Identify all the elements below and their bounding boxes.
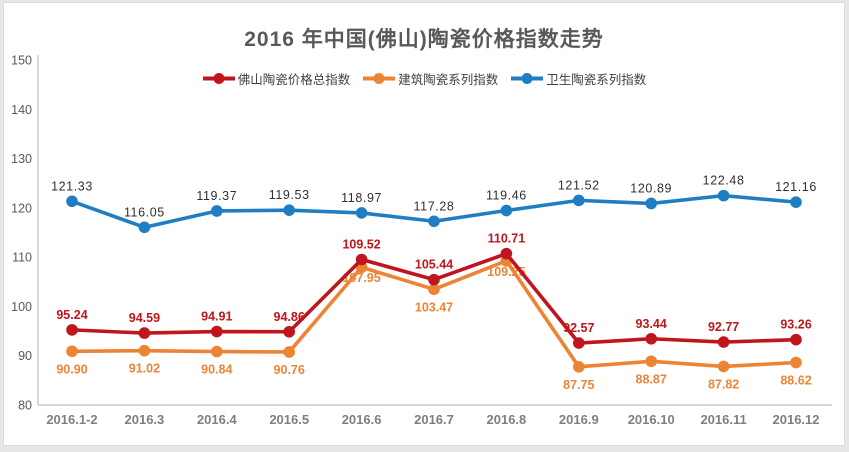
x-axis-tick-label: 2016.8 bbox=[487, 412, 527, 427]
data-point bbox=[573, 337, 585, 349]
data-label: 121.33 bbox=[51, 179, 93, 193]
data-point bbox=[211, 325, 223, 338]
chart-title: 2016 年中国(佛山)陶瓷价格指数走势 bbox=[244, 28, 604, 51]
x-axis-tick-label: 2016.7 bbox=[414, 412, 454, 427]
x-axis-tick-label: 2016.12 bbox=[773, 412, 820, 427]
y-axis-tick-label: 150 bbox=[11, 54, 32, 68]
y-axis-tick-label: 110 bbox=[12, 251, 32, 265]
data-label: 95.24 bbox=[56, 308, 87, 322]
data-label: 94.86 bbox=[274, 310, 305, 324]
line-chart: 80 90 100 110 120 130 140 150 2016.1-2 2016.3 2016… bbox=[11, 54, 832, 427]
data-label: 107.95 bbox=[342, 271, 380, 285]
data-point bbox=[645, 332, 657, 345]
legend-line-marker-icon bbox=[363, 73, 396, 84]
x-axis-tick-label: 2016.9 bbox=[559, 412, 599, 427]
y-axis-tick-label: 80 bbox=[18, 399, 32, 413]
data-point bbox=[790, 356, 802, 369]
y-axis-tick-label: 130 bbox=[11, 152, 32, 166]
data-point bbox=[66, 195, 78, 208]
data-label: 93.44 bbox=[636, 317, 667, 331]
data-point bbox=[573, 194, 585, 207]
data-point bbox=[645, 355, 657, 368]
data-point bbox=[500, 204, 513, 217]
data-label: 94.59 bbox=[129, 311, 160, 325]
data-label: 117.28 bbox=[414, 199, 455, 213]
data-label: 90.76 bbox=[274, 363, 305, 377]
legend-label: 建筑陶瓷系列指数 bbox=[398, 73, 499, 87]
y-axis-tick-label: 90 bbox=[18, 349, 32, 363]
data-label: 116.05 bbox=[124, 205, 165, 219]
x-axis-tick-label: 2016.5 bbox=[269, 412, 309, 427]
data-point bbox=[355, 207, 368, 219]
data-point bbox=[138, 344, 151, 357]
data-point bbox=[790, 196, 802, 208]
x-axis-tick-label: 2016.11 bbox=[700, 412, 746, 427]
data-label: 119.37 bbox=[196, 189, 237, 203]
data-label: 103.47 bbox=[415, 300, 453, 314]
data-label: 110.71 bbox=[488, 232, 526, 246]
data-point bbox=[138, 221, 151, 234]
data-label: 119.53 bbox=[269, 188, 310, 202]
data-label: 87.75 bbox=[563, 378, 594, 392]
legend-label: 佛山陶瓷价格总指数 bbox=[237, 73, 351, 87]
y-axis-tick-label: 140 bbox=[11, 103, 32, 117]
data-label: 87.82 bbox=[708, 377, 739, 391]
data-label: 92.77 bbox=[708, 320, 739, 334]
data-label: 121.52 bbox=[558, 178, 600, 192]
data-label: 121.16 bbox=[775, 180, 817, 194]
data-point bbox=[283, 346, 296, 358]
data-label: 91.02 bbox=[129, 362, 160, 376]
data-label: 109.52 bbox=[342, 238, 380, 252]
data-point bbox=[717, 189, 730, 202]
data-label: 122.48 bbox=[703, 174, 745, 188]
legend-label: 卫生陶瓷系列指数 bbox=[546, 73, 647, 87]
data-point bbox=[211, 345, 223, 358]
data-point bbox=[790, 333, 802, 346]
data-point bbox=[645, 197, 657, 210]
data-point bbox=[428, 283, 440, 296]
data-label: 90.84 bbox=[201, 363, 232, 377]
chart-legend: 佛山陶瓷价格总指数 建筑陶瓷系列指数 卫生陶瓷系列指数 bbox=[4, 69, 844, 88]
data-label: 120.89 bbox=[630, 181, 672, 195]
legend-item-2: 卫生陶瓷系列指数 bbox=[510, 69, 646, 88]
data-point bbox=[283, 325, 296, 338]
y-axis-tick-label: 100 bbox=[11, 300, 32, 314]
x-axis-tick-label: 2016.1-2 bbox=[46, 412, 97, 427]
data-point bbox=[573, 361, 585, 373]
data-label: 119.46 bbox=[486, 189, 527, 203]
x-axis-tick-label: 2016.6 bbox=[342, 412, 382, 427]
data-point bbox=[717, 360, 730, 373]
data-label: 93.26 bbox=[780, 318, 811, 332]
data-point bbox=[428, 273, 440, 286]
data-point bbox=[428, 215, 440, 228]
legend-line-marker-icon bbox=[511, 73, 544, 84]
data-point bbox=[283, 204, 296, 216]
data-label: 118.97 bbox=[341, 191, 382, 205]
data-label: 88.62 bbox=[780, 374, 811, 388]
chart-panel: 2016 年中国(佛山)陶瓷价格指数走势 佛山陶瓷价格总指数 建筑陶瓷系列指数 卫生… bbox=[3, 2, 845, 446]
x-axis-tick-label: 2016.4 bbox=[197, 412, 238, 427]
y-axis-tick-label: 120 bbox=[11, 201, 32, 215]
data-point bbox=[66, 345, 78, 358]
data-point bbox=[500, 247, 513, 260]
legend-item-0: 佛山陶瓷价格总指数 bbox=[202, 69, 351, 88]
data-label: 92.57 bbox=[563, 321, 594, 335]
data-point bbox=[138, 327, 151, 339]
data-label: 90.90 bbox=[56, 362, 87, 376]
data-point bbox=[211, 205, 223, 217]
data-label: 94.91 bbox=[201, 310, 232, 324]
data-point bbox=[717, 336, 730, 348]
x-axis-tick-label: 2016.3 bbox=[125, 412, 165, 427]
x-axis-tick-label: 2016.10 bbox=[628, 412, 675, 427]
data-point bbox=[355, 253, 368, 266]
legend-item-1: 建筑陶瓷系列指数 bbox=[362, 69, 498, 88]
legend-line-marker-icon bbox=[202, 73, 235, 84]
data-label: 88.87 bbox=[636, 372, 667, 386]
data-label: 105.44 bbox=[415, 258, 453, 272]
data-point bbox=[66, 324, 78, 336]
